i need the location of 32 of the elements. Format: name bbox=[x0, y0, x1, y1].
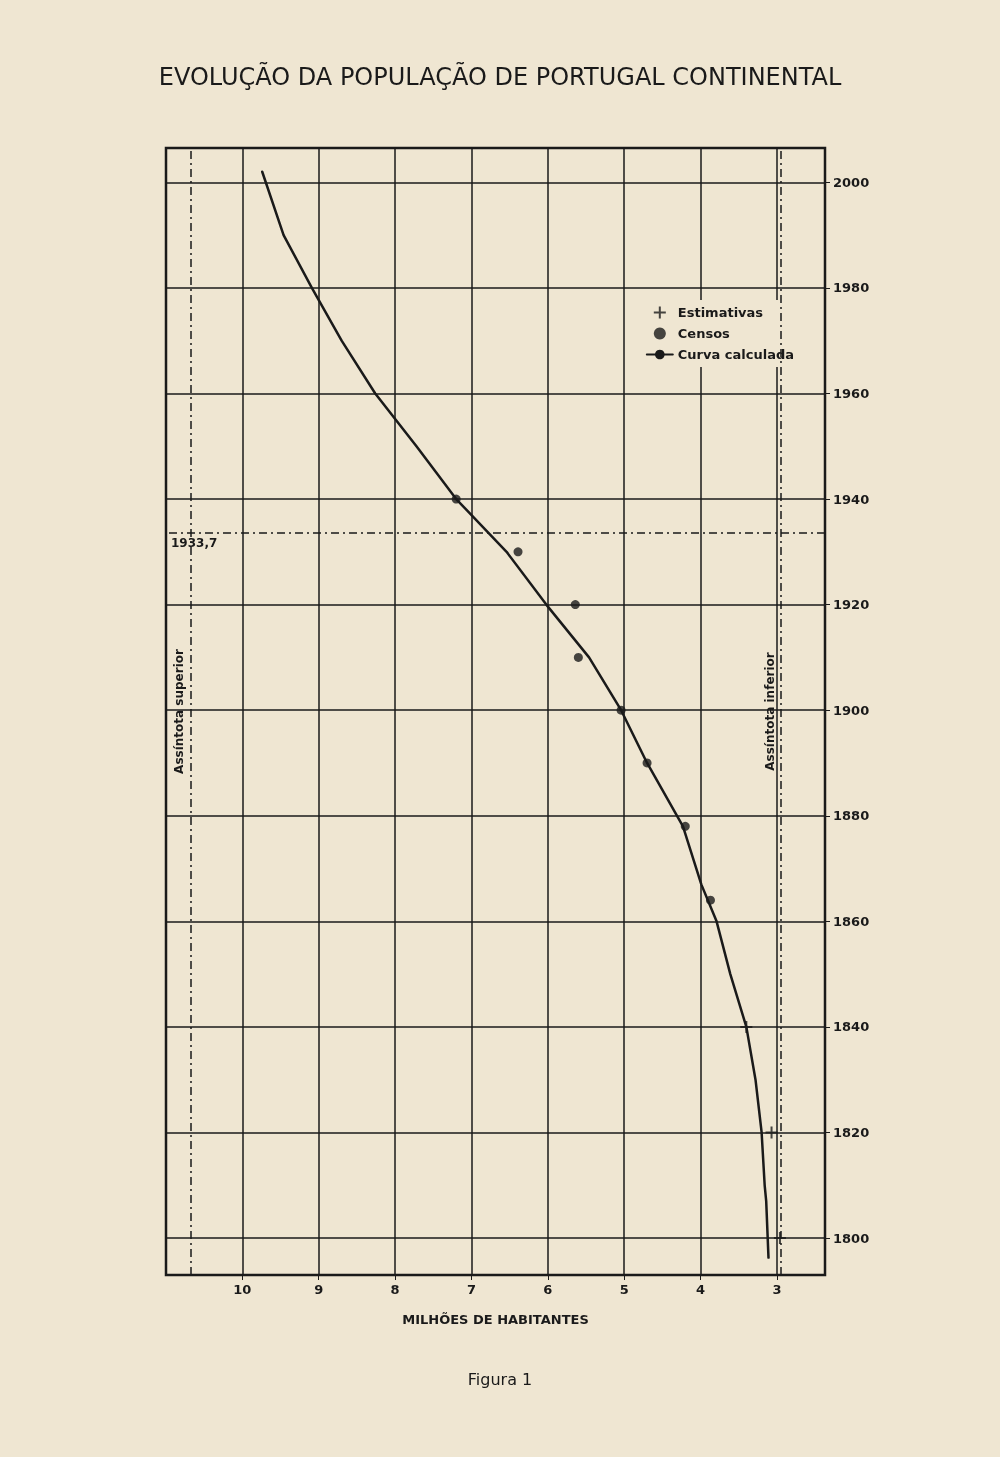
x-tick-label: 6 bbox=[543, 1282, 553, 1297]
y-tick-label: 1940 bbox=[833, 491, 870, 507]
point bbox=[765, 1126, 778, 1139]
text: Figura 1 bbox=[467, 1369, 533, 1389]
x-tick-label: 9 bbox=[314, 1282, 324, 1297]
ref-line-label: 1933,7 bbox=[171, 536, 218, 551]
y-tick-label: 1920 bbox=[833, 597, 870, 613]
legend-label: Estimativas bbox=[677, 305, 764, 320]
y-tick-label: 1960 bbox=[833, 385, 870, 401]
ref-line-label: Assíntota superior bbox=[172, 649, 187, 774]
y-tick-label: 1900 bbox=[833, 702, 870, 718]
x-axis-title: MILHÕES DE HABITANTES bbox=[402, 1312, 589, 1327]
legend-label: Curva calculada bbox=[677, 347, 795, 362]
ref-line-label: Assíntota inferior bbox=[762, 652, 777, 771]
x-tick-label: 10 bbox=[233, 1282, 252, 1297]
y-tick-label: 1840 bbox=[833, 1019, 870, 1035]
point bbox=[570, 600, 580, 610]
x-tick-label: 3 bbox=[772, 1282, 782, 1297]
x-tick-label: 4 bbox=[696, 1282, 706, 1297]
y-tick-label: 2000 bbox=[833, 174, 870, 190]
legend-label: Censos bbox=[677, 326, 731, 341]
x-tick-label: 7 bbox=[466, 1282, 476, 1297]
x-tick-label: 5 bbox=[619, 1282, 629, 1297]
point bbox=[573, 652, 583, 662]
y-tick-label: 1800 bbox=[833, 1230, 870, 1246]
point bbox=[513, 547, 523, 557]
chart-title: EVOLUÇÃO DA POPULAÇÃO DE PORTUGAL CONTINENTAL bbox=[158, 61, 842, 91]
y-tick-label: 1820 bbox=[833, 1124, 870, 1140]
y-tick-label: 1880 bbox=[833, 808, 870, 824]
x-tick-label: 8 bbox=[390, 1282, 400, 1297]
y-tick-label: 1980 bbox=[833, 280, 870, 296]
y-tick-label: 1860 bbox=[833, 913, 870, 929]
